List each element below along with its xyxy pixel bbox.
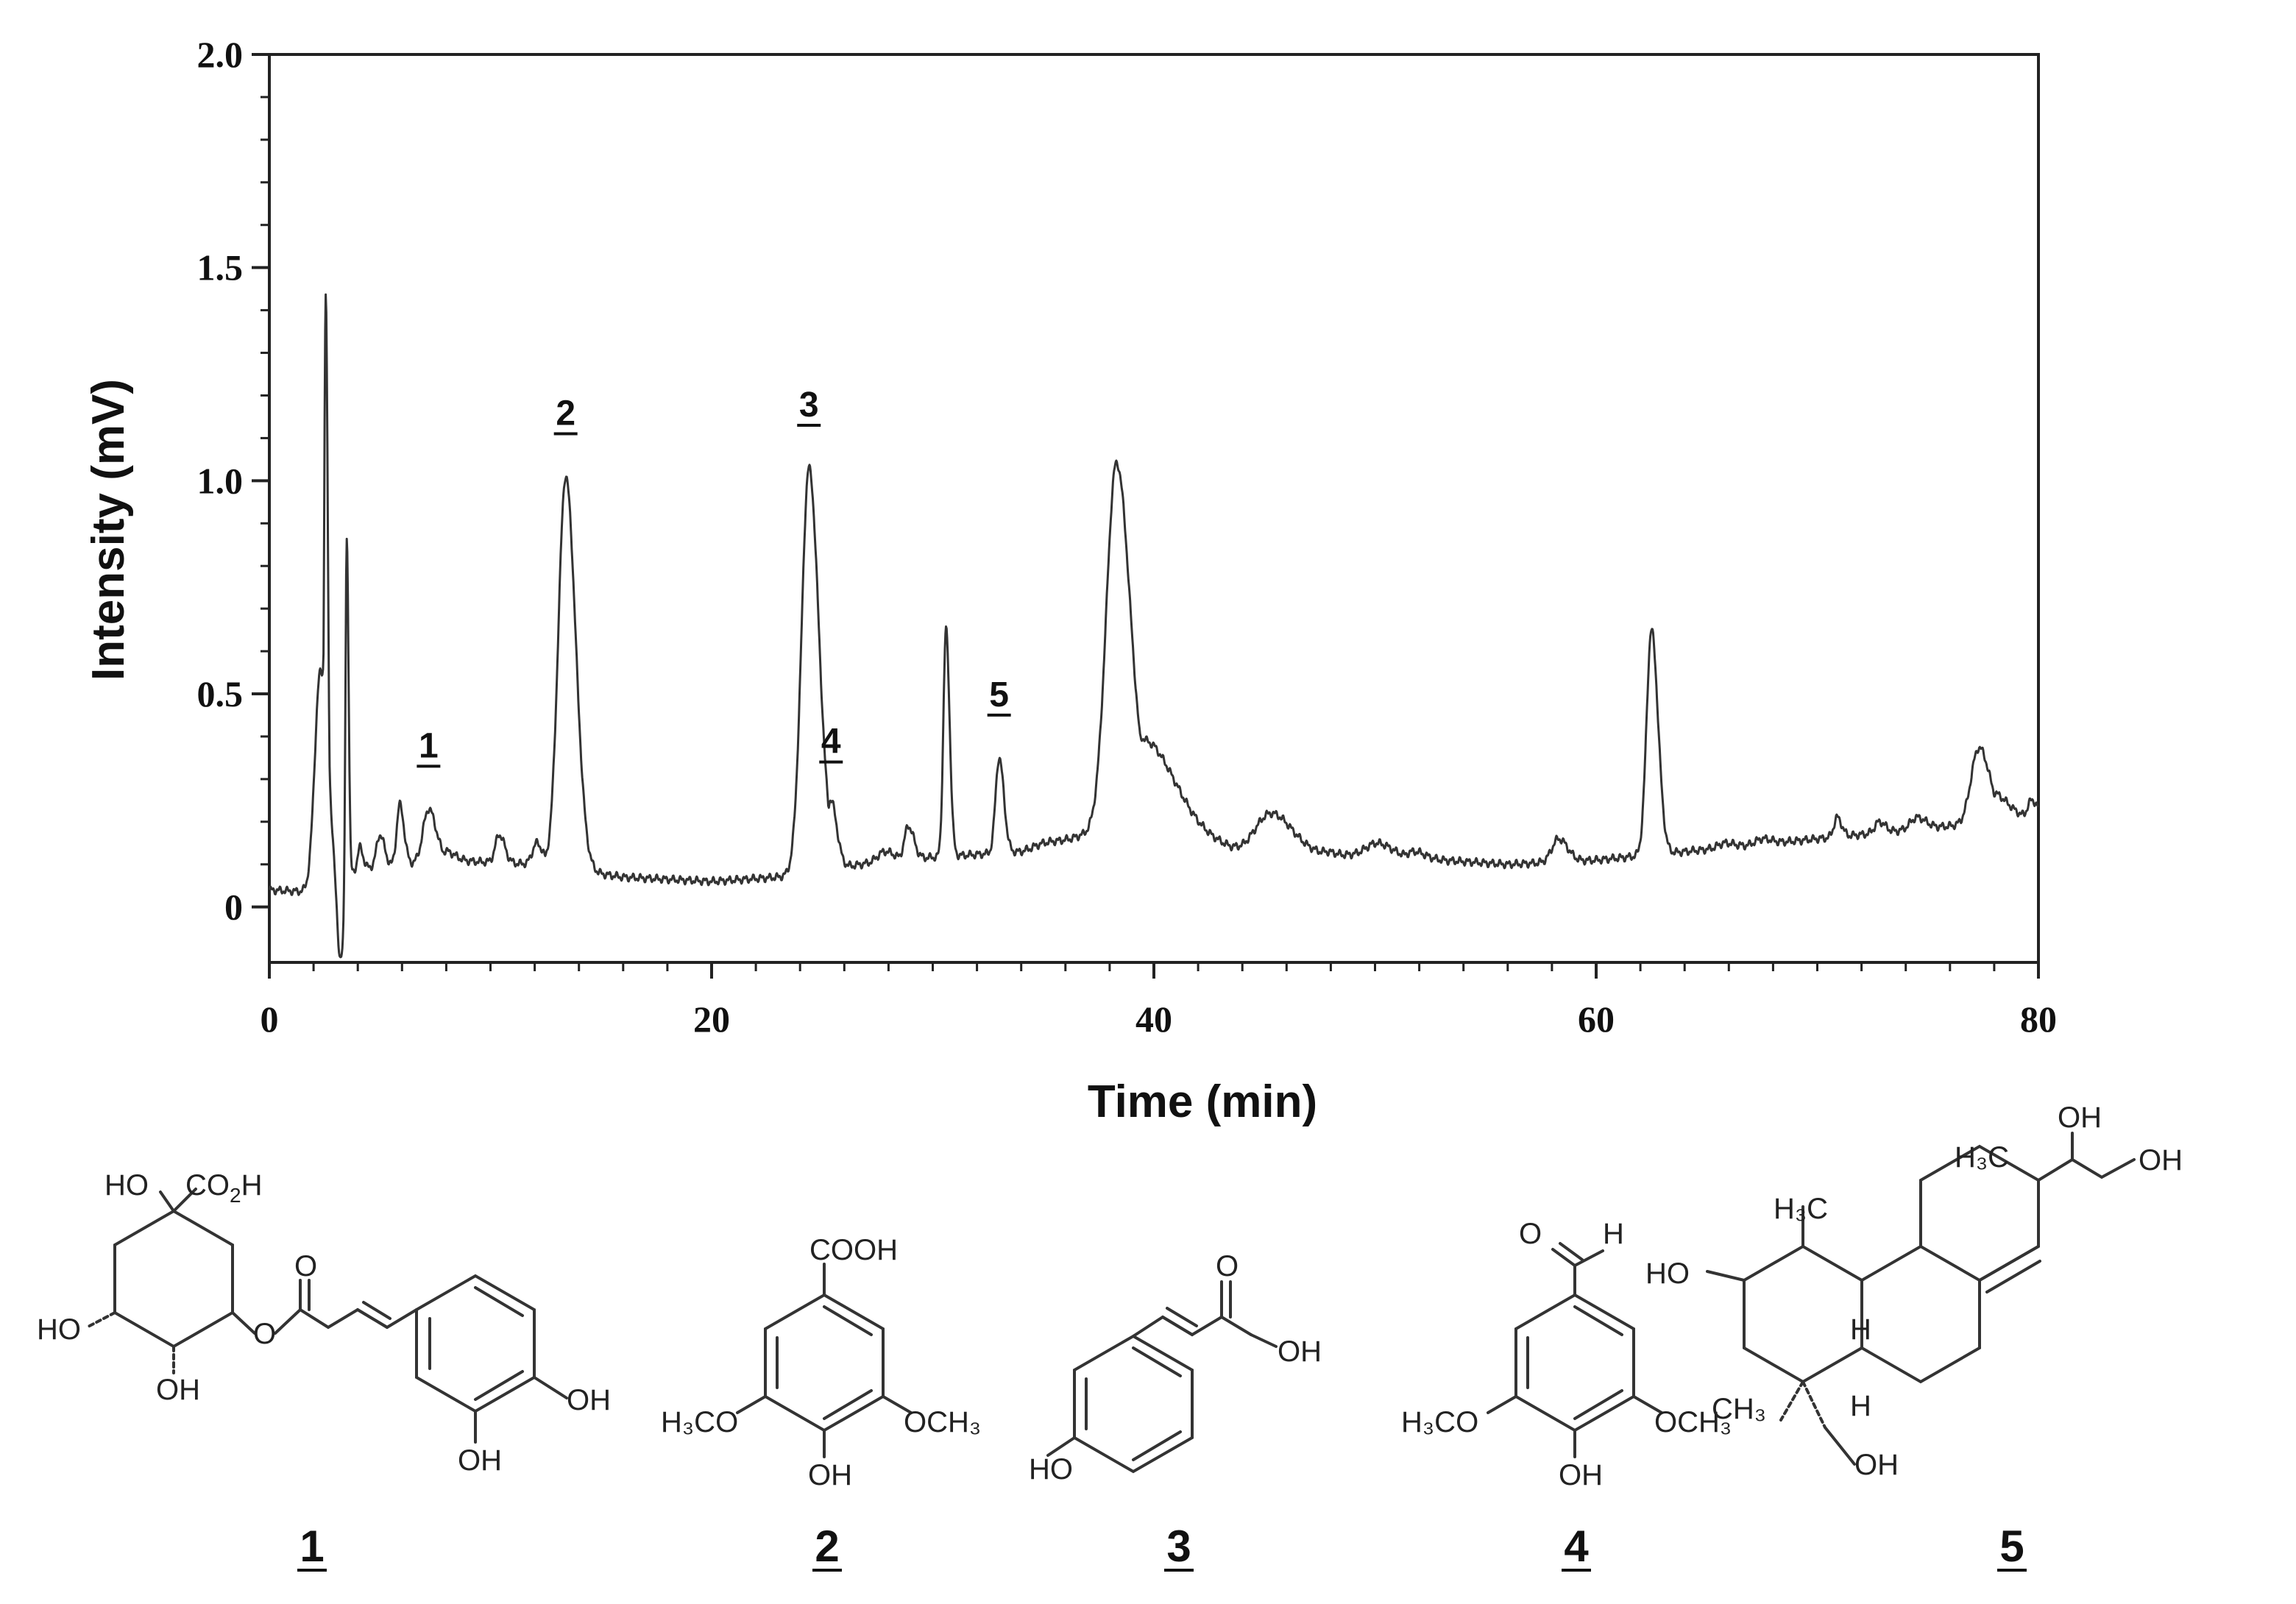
c1-co2h-sub: 2 [230, 1184, 241, 1207]
c3-ho: HO [1029, 1453, 1073, 1486]
c4-ome-left: H₃CO [1401, 1406, 1478, 1438]
peak-label-1: 1 [419, 726, 439, 765]
compound-2-number: 2 [815, 1522, 839, 1571]
y-tick-label: 1.0 [197, 460, 244, 501]
c1-co2h-h: H [241, 1169, 263, 1202]
axis-ticks: 0 0.5 1.0 1.5 2.0 0 20 40 60 80 [197, 34, 2058, 1040]
compound-2-structure: COOH H₃CO OCH₃ OH 2 [661, 1234, 981, 1572]
chromatogram-trace [268, 293, 2039, 959]
c5-oh-bottom: OH [1854, 1449, 1899, 1481]
chemical-structures: HO CO2H O O HO OH OH OH 1 COOH H₃CO OCH₃… [37, 1101, 2183, 1572]
x-tick-label: 40 [1135, 998, 1172, 1040]
c5-ch3: CH₃ [1712, 1393, 1766, 1425]
peak-label-3: 3 [799, 386, 819, 425]
compound-4-structure: O H H₃CO OCH₃ OH 4 [1401, 1218, 1732, 1572]
c1-oh-catechol-1: OH [567, 1384, 611, 1416]
c5-h3c-mid: H₃C [1774, 1193, 1828, 1225]
c5-h3c-upper: H₃C [1955, 1141, 2009, 1174]
peak-label-5: 5 [989, 675, 1009, 714]
y-tick-label: 0.5 [197, 673, 244, 714]
c1-o-carbonyl: O [294, 1250, 317, 1282]
x-tick-label: 80 [2020, 998, 2057, 1040]
c3-o: O [1216, 1250, 1239, 1282]
x-axis-title: Time (min) [1088, 1076, 1317, 1127]
c1-co2h: CO2H [185, 1169, 262, 1207]
c2-cooh: COOH [809, 1234, 898, 1266]
chromatogram-chart: 00.51.01.52.00 20 40 60 80 12 345 Time (min) … [83, 34, 2057, 1127]
c2-oh: OH [808, 1459, 852, 1491]
c1-co2h-co: CO [185, 1169, 230, 1202]
c4-ome-right: OCH₃ [1654, 1406, 1732, 1438]
peak-annotations: 1 2 3 4 5 [417, 386, 1011, 768]
compound-3-structure: O OH HO 3 [1029, 1250, 1322, 1572]
c4-h: H [1603, 1218, 1624, 1250]
y-tick-label: 2.0 [197, 34, 244, 75]
y-tick-label: 0 [224, 887, 243, 928]
c3-oh-acid: OH [1278, 1335, 1322, 1368]
c1-ho-top: HO [104, 1169, 149, 1202]
y-tick-label: 1.5 [197, 247, 244, 288]
x-tick-label: 0 [261, 998, 279, 1040]
peak-label-4: 4 [821, 723, 841, 762]
c5-oh-right: OH [2139, 1144, 2183, 1177]
compound-3-number: 3 [1166, 1522, 1191, 1571]
plot-frame [268, 53, 2040, 964]
c2-ome-left: H₃CO [661, 1406, 738, 1438]
c4-o: O [1519, 1218, 1542, 1250]
y-axis-title: Intensity (mV) [83, 379, 134, 681]
c4-oh: OH [1559, 1459, 1603, 1491]
compound-5-number: 5 [1999, 1522, 2024, 1571]
c1-ho-left: HO [37, 1313, 81, 1346]
c5-h-mid: H [1850, 1313, 1871, 1346]
c1-o-ester: O [253, 1318, 276, 1350]
compound-5-structure: OH OH H₃C H₃C HO H H CH₃ OH 5 [1645, 1101, 2183, 1572]
c1-oh-catechol-2: OH [458, 1444, 502, 1477]
c5-oh-top: OH [2058, 1101, 2102, 1134]
x-tick-label: 20 [693, 998, 730, 1040]
compound-4-number: 4 [1564, 1522, 1589, 1571]
compound-1-number: 1 [300, 1522, 324, 1571]
c2-ome-right: OCH₃ [904, 1406, 981, 1438]
c5-h-low: H [1850, 1390, 1871, 1422]
peak-label-2: 2 [556, 394, 575, 433]
x-tick-label: 60 [1578, 998, 1615, 1040]
compound-1-structure: HO CO2H O O HO OH OH OH 1 [37, 1169, 611, 1572]
c1-oh-bottom: OH [156, 1374, 200, 1406]
c5-ho-left: HO [1645, 1257, 1690, 1290]
